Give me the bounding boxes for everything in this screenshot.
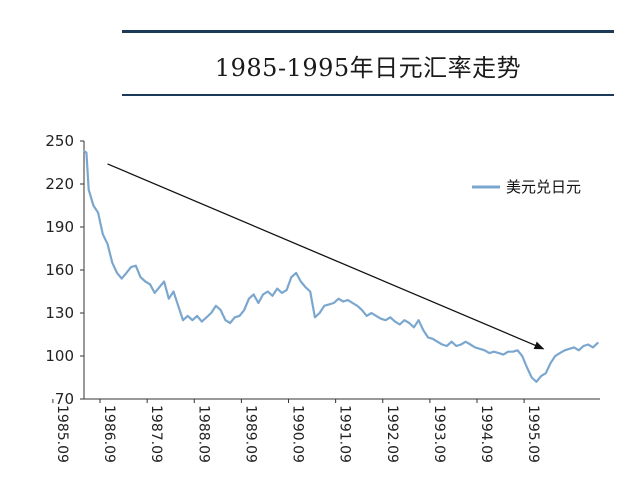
- x-tick-label: 1988.09: [195, 405, 211, 463]
- x-tick-label: 1990.09: [290, 405, 306, 463]
- trend-arrow: [107, 163, 545, 350]
- y-tick-label: 250: [45, 132, 74, 150]
- legend-label: 美元兑日元: [506, 178, 581, 196]
- x-tick-label: 1992.09: [384, 405, 400, 463]
- legend: 美元兑日元: [472, 178, 581, 196]
- x-tick-label: 1994.09: [478, 405, 494, 463]
- title-rule-top: [122, 30, 614, 33]
- title-rule-bottom: [122, 94, 614, 96]
- chart-title: 1985-1995年日元汇率走势: [214, 54, 522, 82]
- y-tick-label: 220: [45, 175, 74, 193]
- x-tick-label: 1993.09: [431, 405, 447, 463]
- series-line: [82, 149, 599, 383]
- y-tick-label: 160: [45, 261, 74, 279]
- series-layer: [82, 149, 599, 383]
- annotation-layer: [107, 163, 545, 350]
- y-tick-label: 100: [45, 347, 74, 365]
- x-tick-label: 1987.09: [148, 405, 164, 463]
- x-tick-label: 1986.09: [101, 405, 117, 463]
- x-tick-label: 1985.09: [54, 405, 70, 463]
- x-tick-label: 1995.09: [525, 405, 541, 463]
- y-tick-label: 130: [45, 304, 74, 322]
- y-tick-label: 70: [55, 390, 74, 408]
- y-tick-label: 190: [45, 218, 74, 236]
- x-tick-label: 1991.09: [337, 405, 353, 463]
- x-tick-label: 1989.09: [242, 405, 258, 463]
